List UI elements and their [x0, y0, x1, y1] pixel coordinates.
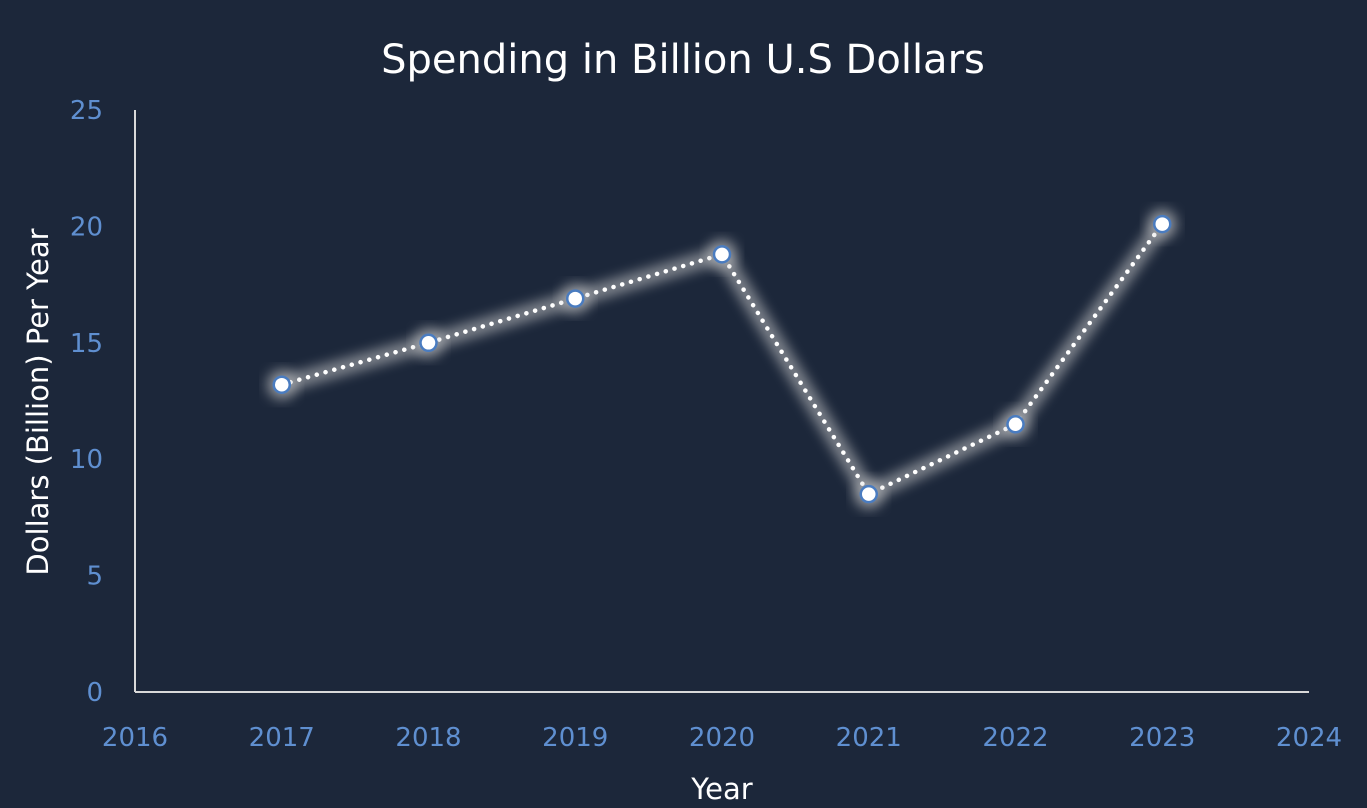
data-point — [1006, 415, 1025, 434]
data-point — [1153, 214, 1172, 234]
x-tick-label: 2022 — [982, 723, 1048, 753]
y-tick-label: 25 — [70, 96, 103, 126]
x-axis-title: Year — [690, 772, 752, 806]
y-tick-label: 0 — [86, 678, 103, 708]
x-tick-label: 2021 — [836, 723, 902, 753]
data-point — [419, 333, 438, 353]
data-point — [272, 375, 291, 394]
y-tick-label: 5 — [86, 562, 103, 592]
x-tick-label: 2018 — [395, 723, 461, 753]
y-tick-label: 10 — [70, 445, 103, 475]
data-point — [566, 289, 585, 308]
x-tick-label: 2024 — [1276, 723, 1342, 753]
x-tick-label: 2020 — [689, 723, 755, 753]
x-tick-label: 2019 — [542, 723, 608, 753]
x-tick-label: 2016 — [102, 723, 168, 753]
y-axis-title: Dollars (Billion) Per Year — [21, 228, 55, 575]
x-tick-label: 2023 — [1129, 723, 1195, 753]
data-point — [712, 245, 732, 264]
y-tick-label: 20 — [70, 212, 103, 242]
x-tick-label: 2017 — [249, 723, 315, 753]
chart-title: Spending in Billion U.S Dollars — [381, 37, 985, 83]
data-point — [859, 484, 878, 504]
y-tick-label: 15 — [70, 329, 103, 359]
plot-area: 2016 2017 2018 2019 2020 2021 2022 2023 2024 0 5 10… — [70, 96, 1342, 753]
